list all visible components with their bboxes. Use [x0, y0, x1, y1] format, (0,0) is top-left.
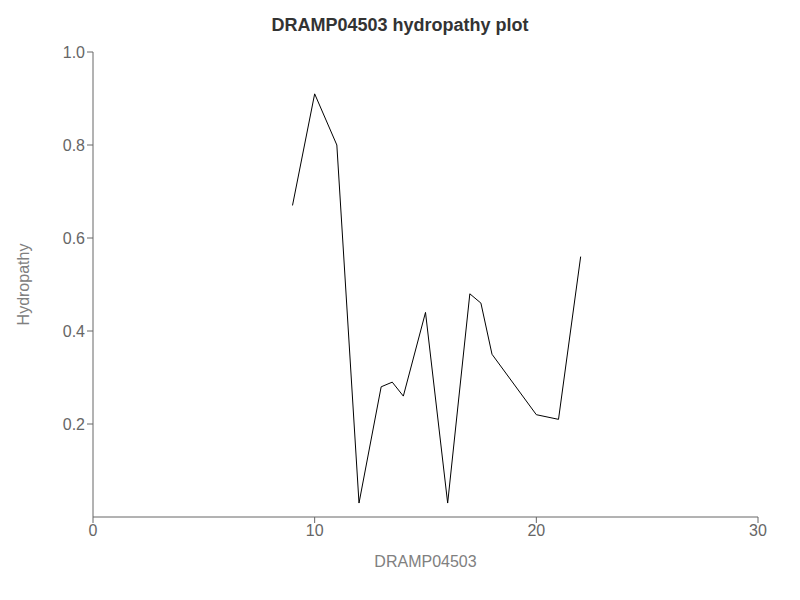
svg-text:0: 0	[89, 522, 98, 539]
html-text:DRAMP04503 hydropathy plot: DRAMP04503 hydropathy plot	[271, 15, 529, 35]
svg-text:Hydropathy: Hydropathy	[15, 244, 32, 326]
svg-text:1.0: 1.0	[63, 44, 85, 61]
svg-text:20: 20	[527, 522, 545, 539]
svg-text:0.4: 0.4	[63, 323, 85, 340]
svg-text:10: 10	[306, 522, 324, 539]
svg-text:0.2: 0.2	[63, 416, 85, 433]
svg-text:0.6: 0.6	[63, 230, 85, 247]
svg-text:30: 30	[749, 522, 767, 539]
svg-text:0.8: 0.8	[63, 137, 85, 154]
svg-text:DRAMP04503: DRAMP04503	[374, 553, 476, 570]
